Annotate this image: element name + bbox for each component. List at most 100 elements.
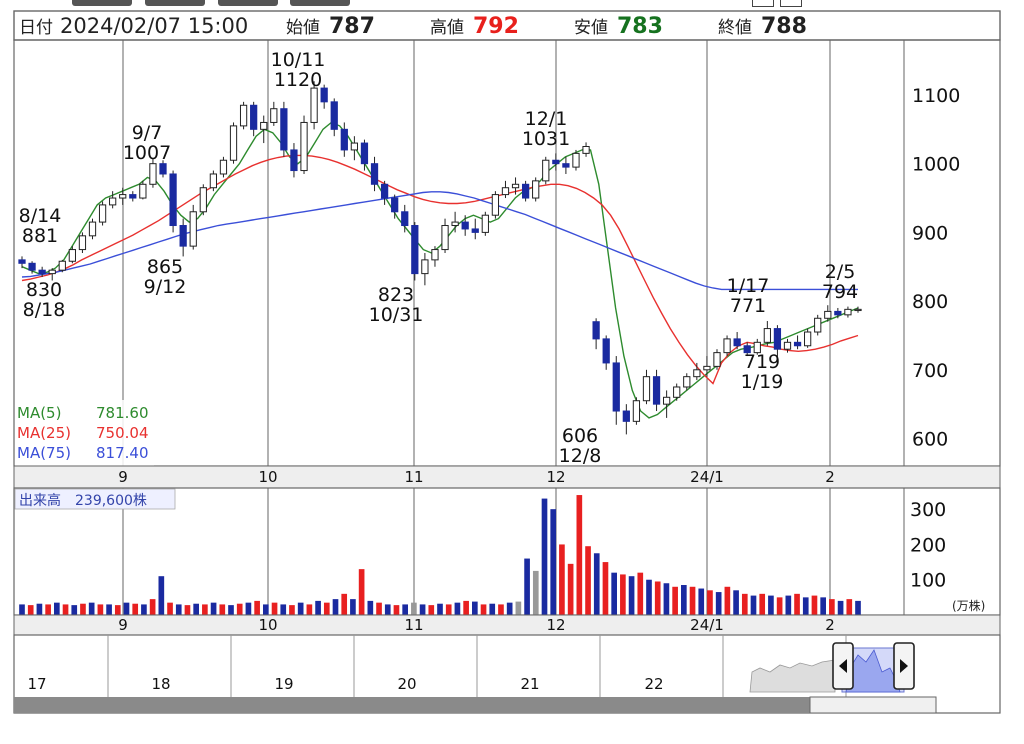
candle-body-up (139, 183, 147, 199)
candle-body-down (592, 321, 600, 340)
candle (88, 218, 97, 240)
annotation-value: 794 (822, 281, 858, 303)
candle-body-up (88, 221, 97, 237)
ma-line-25 (21, 154, 859, 385)
candle-body-down (169, 173, 177, 227)
candle-body-up (451, 221, 459, 227)
candle (582, 142, 590, 157)
close-value: 788 (761, 14, 807, 39)
candle (391, 194, 399, 219)
open-label: 始値 (286, 18, 320, 38)
candle (119, 187, 127, 205)
volume-bar (27, 605, 34, 615)
candle-body-up (48, 269, 56, 275)
candle-body-down (834, 310, 842, 316)
candle-body-up (98, 204, 107, 223)
legend-label: MA(5) (17, 404, 61, 422)
candle (129, 191, 137, 202)
volume-bar (602, 562, 609, 615)
candle (481, 211, 489, 236)
volume-bar (480, 604, 487, 615)
volume-bar (202, 604, 208, 615)
open-value: 787 (329, 14, 375, 39)
candle-body-up (844, 308, 852, 316)
candle-body-down (330, 101, 338, 130)
candle (139, 180, 147, 200)
navigator-scrollbar-track[interactable] (14, 697, 934, 713)
volume-bar (384, 604, 391, 615)
volume-bar (332, 599, 339, 615)
candle-body-down (290, 149, 298, 172)
volume-bar (689, 586, 696, 615)
volume-bar (559, 544, 565, 615)
volume-bar (80, 603, 86, 615)
candle (38, 266, 46, 278)
candle-body-up (431, 249, 439, 261)
price-x-axis (13, 465, 1001, 489)
volume-bar (663, 583, 670, 615)
candle (58, 259, 66, 273)
candle-body-up (713, 352, 721, 367)
candle (693, 362, 701, 381)
volume-bar (228, 605, 234, 615)
price-y-tick: 700 (912, 360, 948, 382)
volume-bar (498, 604, 504, 615)
annotation-date: 1/17 (727, 275, 770, 297)
volume-bar (88, 602, 95, 615)
volume-bar (350, 599, 356, 615)
zoom-in-button[interactable] (780, 0, 802, 7)
volume-bar (541, 498, 548, 615)
volume-bar (724, 586, 731, 615)
volume-bar (158, 576, 165, 615)
volume-bar (637, 572, 644, 615)
price-y-tick: 600 (912, 429, 948, 451)
zoom-out-button[interactable] (752, 0, 774, 7)
candle (814, 314, 822, 336)
volume-bar (454, 602, 461, 615)
volume-bar (506, 602, 513, 615)
volume-bar (776, 597, 783, 615)
volume-bar (245, 602, 252, 615)
candle-body-up (723, 338, 731, 354)
candle-body-up (229, 125, 238, 161)
volume-bar (149, 599, 156, 615)
candle-body-down (652, 376, 661, 405)
candle (159, 160, 167, 178)
price-y-tick: 900 (912, 222, 948, 244)
candle (763, 321, 771, 346)
candle-body-up (854, 308, 862, 312)
volume-bar (489, 603, 496, 615)
ohlc-header (13, 10, 1001, 41)
candle (773, 325, 782, 357)
candle (824, 305, 832, 322)
candle (511, 177, 520, 195)
volume-label: 出来高 239,600株 (19, 492, 147, 509)
volume-bar (837, 600, 844, 615)
candle (189, 204, 197, 250)
candle-body-down (179, 225, 187, 247)
date-value: 2024/02/07 15:00 (60, 14, 248, 38)
candle (491, 191, 500, 219)
candle-body-up (441, 225, 449, 251)
candle (209, 170, 217, 192)
volume-bar (750, 595, 757, 615)
volume-bar (175, 604, 182, 615)
candle (723, 335, 731, 357)
volume-bar (184, 605, 191, 615)
navigator-scrollbar-thumb[interactable] (809, 696, 937, 714)
annotation-value: 606 (562, 425, 598, 447)
candle (713, 349, 721, 370)
candle-body-down (370, 163, 379, 185)
volume-bar (306, 604, 313, 615)
candle (98, 201, 107, 226)
candle-body-down (602, 338, 610, 364)
candle (199, 184, 207, 216)
volume-bar (236, 603, 243, 615)
ma-legend: MA(5) 781.60 MA(25) 750.04 MA(75) 817.40 (15, 400, 154, 466)
volume-bar (62, 604, 69, 615)
candle-body-down (129, 194, 137, 199)
legend-value: 817.40 (96, 444, 149, 462)
volume-bar (367, 600, 374, 615)
